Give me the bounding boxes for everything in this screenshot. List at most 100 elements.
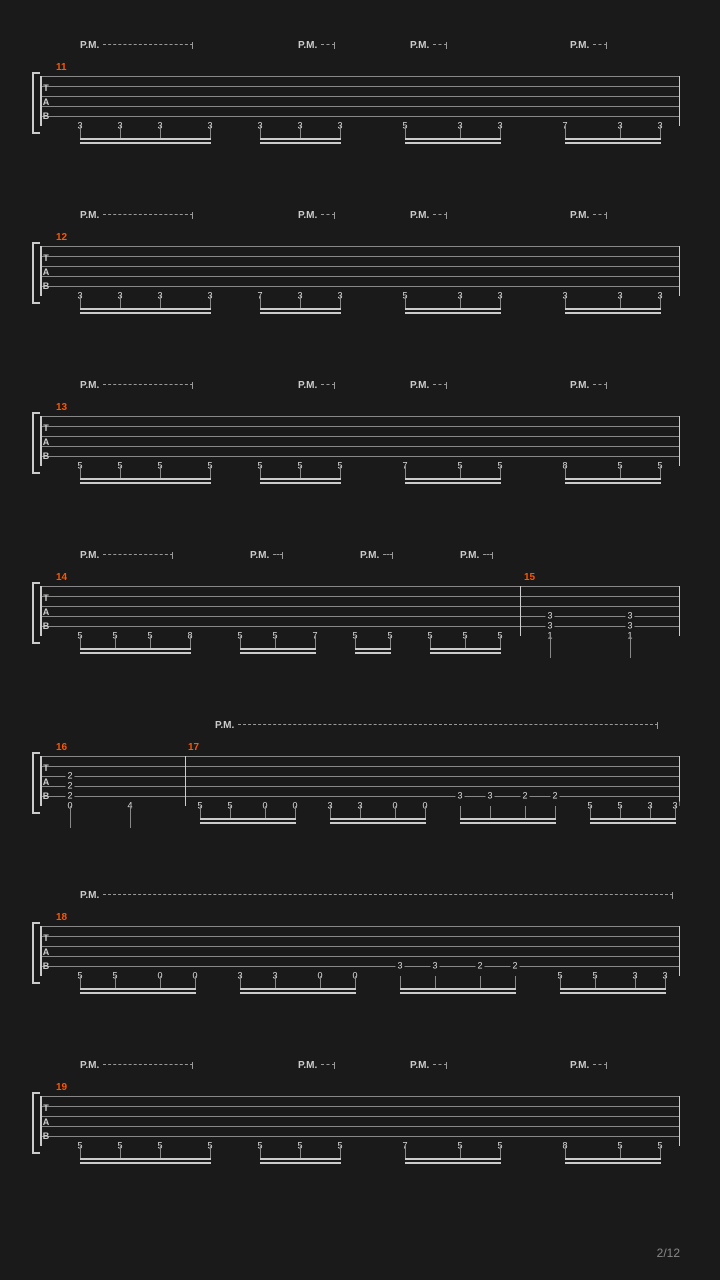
tab-staff: TAB5555555755855 — [40, 1096, 680, 1146]
barline-start — [40, 1096, 42, 1146]
measure-number-row: 18 — [40, 912, 680, 926]
tab-staff: TAB3333733533333 — [40, 246, 680, 296]
measure-number: 16 — [56, 742, 67, 753]
fret-number: 3 — [485, 792, 494, 801]
palm-mute-marking: P.M. — [360, 550, 393, 561]
beam-secondary — [240, 652, 316, 654]
barline-end — [679, 246, 680, 296]
beam — [400, 988, 516, 990]
beam — [260, 308, 341, 310]
beam — [560, 988, 666, 990]
beam — [80, 988, 196, 990]
palm-mute-marking: P.M. — [80, 210, 193, 221]
beam — [80, 648, 191, 650]
beam-secondary — [330, 822, 426, 824]
beam-secondary — [405, 312, 501, 314]
palm-mute-marking: P.M. — [250, 550, 283, 561]
beam — [460, 818, 556, 820]
measure-number: 15 — [524, 572, 535, 583]
fret-number: 3 — [455, 792, 464, 801]
beam — [80, 478, 211, 480]
tab-page: P.M.P.M.P.M.P.M.11TAB3333333533733P.M.P.… — [0, 0, 720, 1280]
beam-secondary — [565, 312, 661, 314]
beam-secondary — [260, 1162, 341, 1164]
measure-number-row: 13 — [40, 402, 680, 416]
palm-mute-row: P.M.P.M.P.M.P.M. — [40, 380, 680, 398]
palm-mute-marking: P.M. — [80, 550, 173, 561]
palm-mute-marking: P.M. — [570, 1060, 607, 1071]
beam — [80, 308, 211, 310]
beam — [355, 648, 391, 650]
systems-container: P.M.P.M.P.M.P.M.11TAB3333333533733P.M.P.… — [0, 40, 720, 1170]
beam — [80, 138, 211, 140]
barline-end — [679, 416, 680, 466]
beam — [405, 1158, 501, 1160]
beam-secondary — [430, 652, 501, 654]
rhythm-row — [40, 806, 680, 830]
beam-secondary — [405, 142, 501, 144]
note-stem — [630, 636, 631, 658]
barline-end — [679, 586, 680, 636]
palm-mute-row: P.M.P.M.P.M.P.M. — [40, 210, 680, 228]
palm-mute-marking: P.M. — [80, 1060, 193, 1071]
beam — [260, 1158, 341, 1160]
note-stem — [70, 806, 71, 828]
beam — [430, 648, 501, 650]
measure-number: 12 — [56, 232, 67, 243]
beam-secondary — [200, 822, 296, 824]
beam — [565, 1158, 661, 1160]
beam-secondary — [405, 1162, 501, 1164]
measure-number-row: 14 15 — [40, 572, 680, 586]
measure-number: 11 — [56, 62, 67, 73]
measure-number: 14 — [56, 572, 67, 583]
tab-system: P.M.P.M.P.M.P.M.13TAB5555555755855 — [40, 380, 680, 490]
beam-secondary — [565, 1162, 661, 1164]
beam — [565, 478, 661, 480]
beam — [405, 478, 501, 480]
beam-secondary — [590, 822, 676, 824]
tab-system: P.M.P.M.P.M.P.M.12TAB3333733533333 — [40, 210, 680, 320]
barline-start — [40, 756, 42, 806]
beam-secondary — [260, 482, 341, 484]
beam-secondary — [560, 992, 666, 994]
measure-number: 17 — [188, 742, 199, 753]
measure-number-row: 1617 — [40, 742, 680, 756]
note-stem — [130, 806, 131, 828]
tab-system: P.M.1617TAB222045500330033225533 — [40, 720, 680, 830]
tab-staff: TAB555855755555331331 — [40, 586, 680, 636]
palm-mute-marking: P.M. — [410, 1060, 447, 1071]
fret-number: 3 — [625, 612, 634, 621]
fret-number: 2 — [520, 792, 529, 801]
tab-system: P.M.18TAB5500330033225533 — [40, 890, 680, 1000]
rhythm-row — [40, 636, 680, 660]
beam-secondary — [355, 652, 391, 654]
beam — [330, 818, 426, 820]
beam — [260, 478, 341, 480]
beam — [590, 818, 676, 820]
measure-number: 18 — [56, 912, 67, 923]
fret-number: 2 — [475, 962, 484, 971]
tab-staff: TAB3333333533733 — [40, 76, 680, 126]
palm-mute-marking: P.M. — [80, 380, 193, 391]
barline-start — [40, 76, 42, 126]
fret-number: 2 — [65, 782, 74, 791]
rhythm-row — [40, 976, 680, 1000]
beam-secondary — [80, 992, 196, 994]
beam-secondary — [80, 652, 191, 654]
beam — [240, 648, 316, 650]
rhythm-row — [40, 466, 680, 490]
beam-secondary — [400, 992, 516, 994]
palm-mute-marking: P.M. — [570, 210, 607, 221]
fret-number: 2 — [550, 792, 559, 801]
tab-staff: TAB5500330033225533 — [40, 926, 680, 976]
fret-number: 3 — [430, 962, 439, 971]
palm-mute-row: P.M. — [40, 890, 680, 908]
tab-system: P.M.P.M.P.M.P.M.1415TAB55585575555533133… — [40, 550, 680, 660]
palm-mute-row: P.M.P.M.P.M.P.M. — [40, 40, 680, 58]
fret-number: 3 — [545, 622, 554, 631]
beam — [405, 138, 501, 140]
tab-system: P.M.P.M.P.M.P.M.19TAB5555555755855 — [40, 1060, 680, 1170]
barline-start — [40, 416, 42, 466]
beam — [200, 818, 296, 820]
rhythm-row — [40, 126, 680, 150]
